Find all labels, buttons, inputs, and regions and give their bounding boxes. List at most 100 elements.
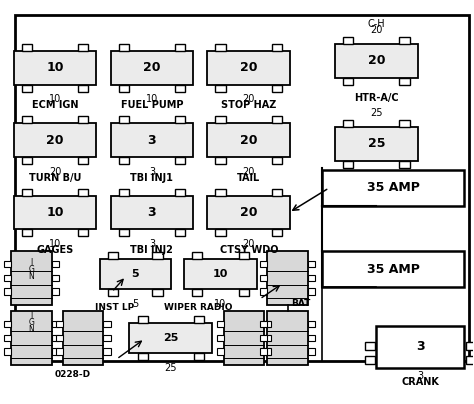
Bar [308, 335, 315, 341]
Bar [216, 84, 226, 92]
Bar [11, 250, 52, 305]
Bar [335, 127, 418, 160]
Bar [216, 116, 226, 123]
Bar [108, 252, 118, 259]
Bar [216, 44, 226, 51]
Bar [308, 275, 315, 281]
Bar [343, 160, 354, 168]
Bar [175, 229, 185, 236]
Bar [22, 189, 32, 196]
Bar [208, 123, 290, 157]
Bar [264, 335, 271, 341]
Text: 20: 20 [240, 61, 257, 74]
Bar [52, 261, 59, 267]
Bar [260, 335, 267, 341]
Bar [22, 229, 32, 236]
Text: 25: 25 [164, 363, 177, 373]
Bar [22, 84, 32, 92]
Bar [365, 356, 375, 364]
Text: I: I [30, 257, 33, 267]
Bar [15, 15, 469, 361]
Bar [22, 44, 32, 51]
Bar [308, 321, 315, 328]
Bar [208, 196, 290, 229]
Bar [52, 288, 59, 295]
Text: CTSY WDO: CTSY WDO [219, 245, 278, 255]
Bar [192, 289, 202, 297]
Text: N: N [28, 325, 34, 334]
Bar [322, 170, 464, 206]
Bar [110, 51, 193, 84]
Text: 10: 10 [49, 239, 61, 249]
Text: 3: 3 [149, 167, 155, 177]
Text: 20: 20 [240, 206, 257, 219]
Bar [175, 84, 185, 92]
Bar [184, 259, 257, 289]
Bar [175, 44, 185, 51]
Bar [238, 252, 249, 259]
Bar [175, 157, 185, 164]
Text: 3: 3 [147, 134, 156, 147]
Bar [272, 189, 282, 196]
Bar [260, 275, 267, 281]
Bar [52, 335, 59, 341]
Text: 20: 20 [240, 134, 257, 147]
Bar [208, 51, 290, 84]
Text: 20: 20 [243, 239, 255, 249]
Text: BAT: BAT [292, 299, 311, 308]
Bar [175, 189, 185, 196]
Text: 10: 10 [146, 95, 158, 105]
Bar [399, 37, 410, 44]
Bar [22, 157, 32, 164]
Bar [217, 349, 224, 355]
Text: WIPER RADIO: WIPER RADIO [164, 303, 232, 311]
Text: C-H: C-H [368, 19, 385, 29]
Bar [272, 84, 282, 92]
Bar [110, 196, 193, 229]
Text: CRANK: CRANK [401, 377, 439, 387]
Text: 25: 25 [370, 108, 383, 118]
Bar [399, 160, 410, 168]
Bar [260, 321, 267, 328]
Bar [376, 326, 464, 368]
Text: N: N [28, 271, 34, 281]
Bar [264, 349, 271, 355]
Text: 20: 20 [243, 95, 255, 105]
Text: 20: 20 [49, 167, 61, 177]
Bar [103, 335, 110, 341]
Bar [272, 157, 282, 164]
Text: INST LP: INST LP [95, 303, 135, 311]
Bar [260, 288, 267, 295]
Bar [267, 311, 308, 365]
Bar [153, 289, 163, 297]
Text: TAIL: TAIL [237, 173, 260, 183]
Bar [4, 321, 11, 328]
Bar [194, 353, 204, 360]
Bar [343, 37, 354, 44]
Bar [110, 123, 193, 157]
Text: HTR-A/C: HTR-A/C [354, 93, 399, 103]
Bar [216, 157, 226, 164]
Bar [4, 275, 11, 281]
Bar [52, 321, 59, 328]
Text: 3: 3 [149, 239, 155, 249]
Bar [153, 252, 163, 259]
Text: 0228-D: 0228-D [55, 370, 91, 379]
Bar [260, 261, 267, 267]
Bar [56, 335, 64, 341]
Bar [103, 321, 110, 328]
Text: 3: 3 [416, 340, 424, 354]
Bar [175, 116, 185, 123]
Text: TURN B/U: TURN B/U [29, 173, 81, 183]
Bar [14, 51, 96, 84]
Text: 20: 20 [46, 134, 64, 147]
Text: 3: 3 [417, 371, 423, 381]
Bar [118, 116, 129, 123]
Bar [22, 116, 32, 123]
Text: STOP HAZ: STOP HAZ [221, 101, 276, 110]
Bar [194, 316, 204, 323]
Text: G: G [28, 318, 34, 326]
Bar [100, 259, 171, 289]
Bar [118, 84, 129, 92]
Bar [267, 250, 308, 305]
